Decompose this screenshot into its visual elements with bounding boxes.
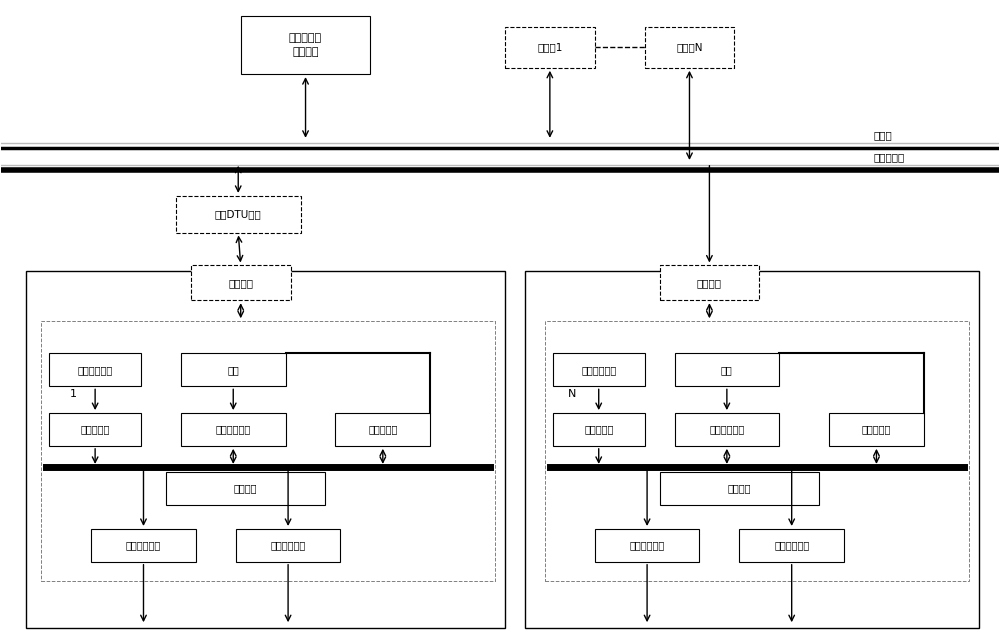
Text: 新能源模块: 新能源模块 <box>80 424 110 434</box>
FancyBboxPatch shape <box>241 16 370 74</box>
Text: 汽车充电站
1: 汽车充电站 1 <box>57 376 90 399</box>
Text: 客户端N: 客户端N <box>676 43 703 52</box>
FancyBboxPatch shape <box>181 413 286 446</box>
Text: 无线DTU设备: 无线DTU设备 <box>215 209 262 219</box>
FancyBboxPatch shape <box>660 472 819 505</box>
Text: 汽车充电站
N: 汽车充电站 N <box>555 376 588 399</box>
Text: 直流母线: 直流母线 <box>728 483 751 494</box>
FancyBboxPatch shape <box>181 354 286 387</box>
Text: 风能、太阳能: 风能、太阳能 <box>78 365 113 375</box>
Text: 汽车充电站
管理平台: 汽车充电站 管理平台 <box>289 34 322 57</box>
FancyBboxPatch shape <box>166 472 325 505</box>
Text: 汽车电源模块: 汽车电源模块 <box>270 541 306 550</box>
Text: 新能源模块: 新能源模块 <box>584 424 613 434</box>
Text: 客户端1: 客户端1 <box>537 43 563 52</box>
Text: 电网: 电网 <box>227 365 239 375</box>
FancyBboxPatch shape <box>739 529 844 562</box>
Text: 电网: 电网 <box>721 365 733 375</box>
FancyBboxPatch shape <box>829 413 924 446</box>
FancyBboxPatch shape <box>645 27 734 68</box>
Text: 直流电源模块: 直流电源模块 <box>216 424 251 434</box>
FancyBboxPatch shape <box>335 413 430 446</box>
Text: 直流母线: 直流母线 <box>234 483 257 494</box>
FancyBboxPatch shape <box>191 265 291 300</box>
Text: 移动互联网: 移动互联网 <box>874 152 905 162</box>
FancyBboxPatch shape <box>595 529 699 562</box>
Text: 并网逆变器: 并网逆变器 <box>368 424 398 434</box>
Text: 直流电源模块: 直流电源模块 <box>709 424 744 434</box>
FancyBboxPatch shape <box>553 354 645 387</box>
Text: 并网逆变器: 并网逆变器 <box>862 424 891 434</box>
Text: 互联网: 互联网 <box>874 130 893 140</box>
FancyBboxPatch shape <box>553 413 645 446</box>
FancyBboxPatch shape <box>49 413 141 446</box>
Text: 主监控器: 主监控器 <box>228 278 253 288</box>
FancyBboxPatch shape <box>236 529 340 562</box>
FancyBboxPatch shape <box>505 27 595 68</box>
FancyBboxPatch shape <box>91 529 196 562</box>
Text: 汽车电源模块: 汽车电源模块 <box>774 541 809 550</box>
Text: 主监控器: 主监控器 <box>697 278 722 288</box>
FancyBboxPatch shape <box>675 413 779 446</box>
Text: 储能换电元件: 储能换电元件 <box>629 541 665 550</box>
FancyBboxPatch shape <box>49 354 141 387</box>
Text: 风能、太阳能: 风能、太阳能 <box>581 365 616 375</box>
FancyBboxPatch shape <box>675 354 779 387</box>
Text: 储能换电元件: 储能换电元件 <box>126 541 161 550</box>
FancyBboxPatch shape <box>660 265 759 300</box>
FancyBboxPatch shape <box>176 196 301 233</box>
